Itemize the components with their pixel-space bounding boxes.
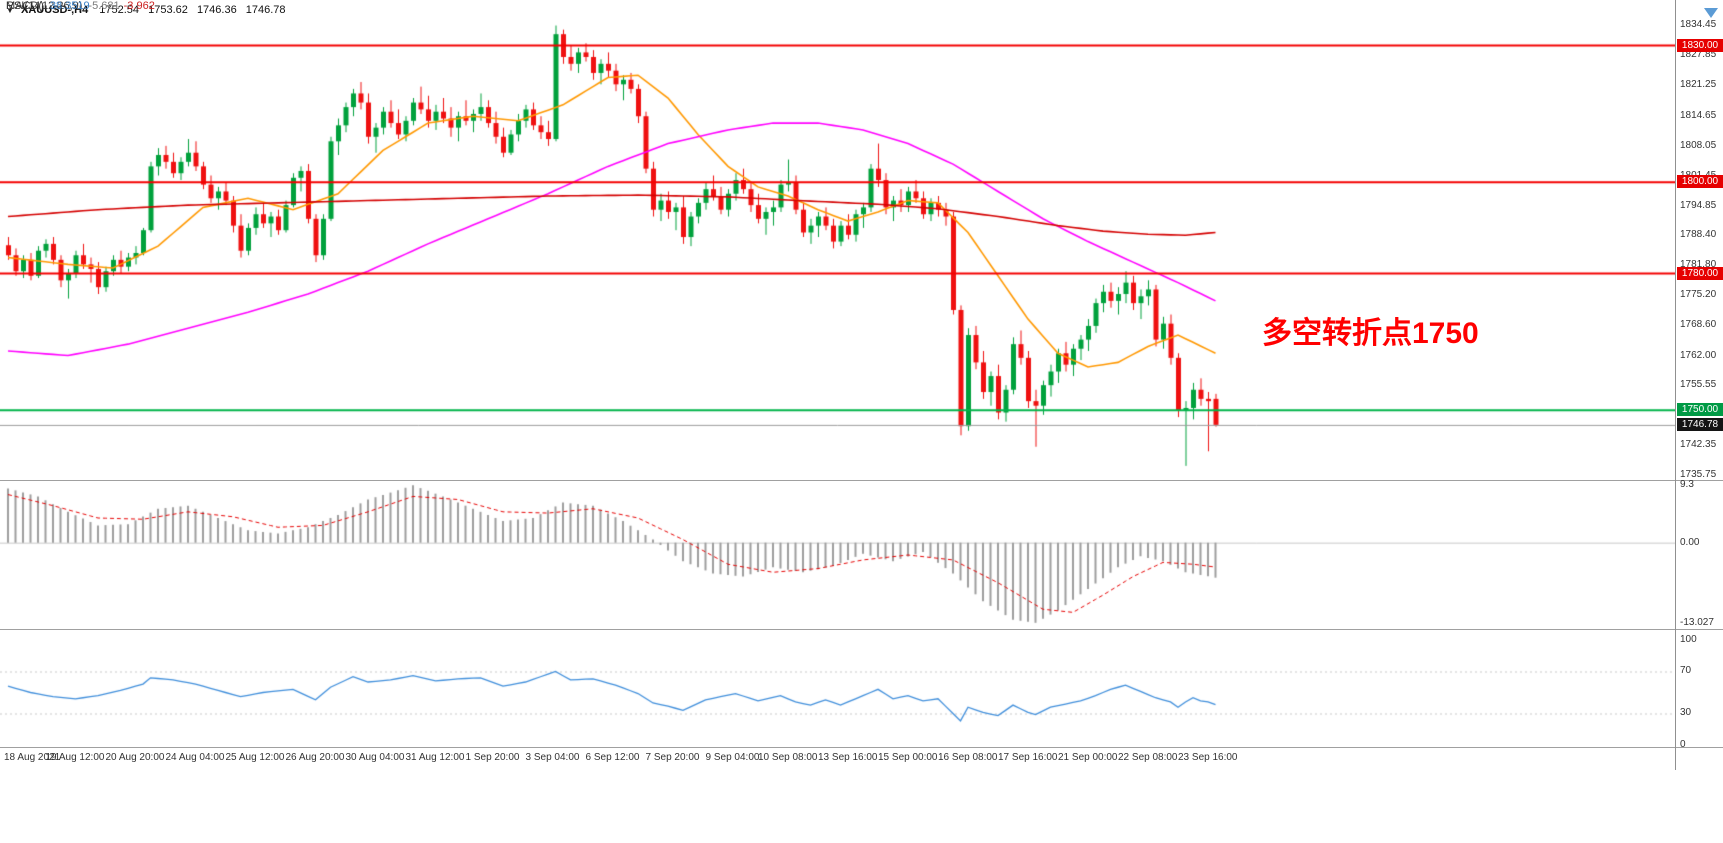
ohlc-open: 1752.54: [99, 4, 140, 16]
oneclick-expand-icon[interactable]: ▼: [6, 6, 14, 15]
time-tick: 30 Aug 04:00: [345, 752, 405, 763]
symbol-label: XAUUSD-,H4: [20, 4, 89, 16]
chart-shift-icon: [1704, 8, 1718, 18]
ohlc-high: 1753.62: [148, 4, 188, 16]
current-price-label: 1746.78: [1677, 417, 1723, 431]
time-tick: 13 Sep 16:00: [818, 752, 878, 763]
price-tick: 1788.40: [1680, 229, 1717, 241]
price-tick: 1781.80: [1680, 259, 1717, 271]
rsi-value: 38.3519: [49, 0, 90, 12]
rsi-label-row: RSI(14) 38.3519: [6, 0, 90, 12]
rsi-scale-tick: 0: [1680, 739, 1686, 750]
macd-scale-tick: 0.00: [1680, 537, 1700, 548]
panel-separator-time[interactable]: [0, 747, 1723, 748]
price-tick: 1768.60: [1680, 319, 1717, 331]
price-tick: 1794.85: [1680, 199, 1717, 211]
time-tick: 31 Aug 12:00: [405, 752, 465, 763]
price-tick: 1801.45: [1680, 170, 1716, 181]
ohlc-close: 1746.78: [245, 4, 286, 16]
macd-value-signal: -3.962: [123, 0, 155, 12]
panel-separator-macd[interactable]: [0, 480, 1723, 481]
time-tick: 6 Sep 12:00: [585, 752, 640, 763]
macd-scale-tick: -13.027: [1680, 617, 1714, 628]
time-tick: 20 Aug 20:00: [105, 752, 165, 763]
price-tick: 1762.00: [1680, 349, 1717, 361]
main-chart-canvas[interactable]: [0, 0, 1675, 480]
hline-price-label: 1800.00: [1677, 175, 1723, 189]
ohlc-readout: ▼ XAUUSD-,H4 1752.54 1753.62 1746.36 174…: [6, 4, 292, 16]
time-tick: 15 Sep 00:00: [878, 752, 938, 763]
hline-price-label: 1780.00: [1677, 266, 1723, 280]
time-tick: 25 Aug 12:00: [225, 752, 285, 763]
price-tick: 1808.05: [1680, 139, 1717, 151]
price-axis[interactable]: 1834.45 1827.85 1821.25 1814.65 1808.05 1801.…: [1675, 0, 1723, 770]
price-tick: 1755.55: [1680, 378, 1717, 390]
rsi-canvas[interactable]: [0, 630, 1675, 747]
panel-separator-rsi[interactable]: [0, 629, 1723, 630]
time-tick: 1 Sep 20:00: [465, 752, 520, 763]
rsi-scale-tick: 70: [1680, 665, 1692, 676]
time-tick: 17 Sep 16:00: [998, 752, 1058, 763]
ohlc-low: 1746.36: [196, 4, 237, 16]
macd-scale-tick: 9.3: [1680, 479, 1694, 490]
macd-value-main: -5.681: [88, 0, 120, 12]
time-tick: 23 Sep 16:00: [1178, 752, 1238, 763]
time-tick: 18 Aug 2021: [4, 752, 61, 763]
time-tick: 26 Aug 20:00: [285, 752, 345, 763]
time-tick: 24 Aug 04:00: [165, 752, 225, 763]
macd-label: MACD(12,26,9): [6, 0, 83, 12]
rsi-scale-tick: 100: [1680, 634, 1697, 645]
macd-label-row: MACD(12,26,9) -5.681 -3.962: [6, 0, 155, 12]
hline-price-label: 1750.00: [1677, 403, 1723, 417]
time-tick: 3 Sep 04:00: [525, 752, 580, 763]
price-tick: 1821.25: [1680, 79, 1717, 91]
macd-canvas[interactable]: [0, 481, 1675, 629]
time-tick: 7 Sep 20:00: [645, 752, 700, 763]
time-axis[interactable]: 18 Aug 2021 19 Aug 12:00 20 Aug 20:00 24 Au…: [0, 748, 1675, 770]
time-tick: 16 Sep 08:00: [938, 752, 998, 763]
price-tick: 1735.75: [1680, 469, 1717, 481]
price-tick: 1827.85: [1680, 49, 1717, 61]
time-tick: 19 Aug 12:00: [45, 752, 105, 763]
time-tick: 22 Sep 08:00: [1118, 752, 1178, 763]
rsi-scale-tick: 30: [1680, 707, 1692, 718]
hline-price-label: 1830.00: [1677, 38, 1723, 52]
time-tick: 9 Sep 04:00: [705, 752, 760, 763]
time-tick: 21 Sep 00:00: [1058, 752, 1118, 763]
price-tick: 1742.35: [1680, 439, 1717, 451]
time-tick: 10 Sep 08:00: [758, 752, 818, 763]
rsi-label: RSI(14): [6, 0, 44, 12]
price-tick: 1775.20: [1680, 289, 1717, 301]
price-tick: 1814.65: [1680, 109, 1717, 121]
annotation-text[interactable]: 多空转折点1750: [1262, 317, 1479, 350]
price-tick: 1834.45: [1680, 19, 1717, 31]
